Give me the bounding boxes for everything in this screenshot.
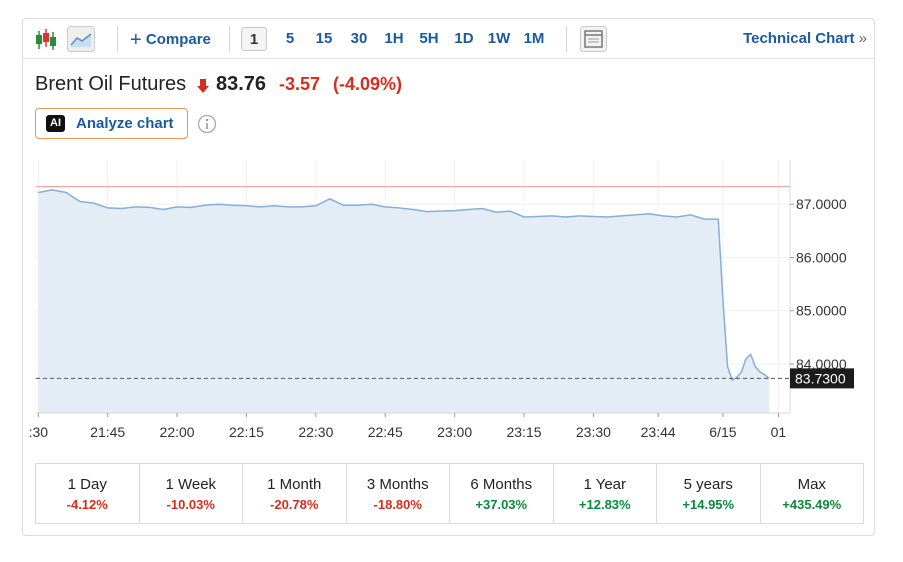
x-tick-label: 23:00 <box>437 424 472 440</box>
performance-cell[interactable]: 6 Months +37.03% <box>450 464 554 523</box>
y-tick-label: 85.0000 <box>796 303 847 319</box>
performance-table: 1 Day -4.12% 1 Week -10.03% 1 Month -20.78% 3 … <box>35 463 864 524</box>
period-change: -18.80% <box>373 497 422 512</box>
separator <box>117 26 118 52</box>
period-change: +14.95% <box>682 497 735 512</box>
period-change: -4.12% <box>66 497 108 512</box>
interval-button[interactable]: 15 <box>315 30 333 47</box>
period-label: 1 Year <box>583 476 627 493</box>
x-tick-label: 22:45 <box>368 424 403 440</box>
area-icon[interactable] <box>67 26 95 52</box>
interval-button[interactable]: 5H <box>419 30 439 47</box>
price-line <box>38 189 770 382</box>
period-change: +37.03% <box>475 497 528 512</box>
compare-label: Compare <box>145 31 211 48</box>
period-change: +12.83% <box>578 497 631 512</box>
technical-chart-label: Technical Chart <box>743 30 855 47</box>
performance-cell[interactable]: 1 Day -4.12% <box>36 464 140 523</box>
period-label: 1 Day <box>67 476 107 493</box>
performance-cell[interactable]: 1 Week -10.03% <box>140 464 243 523</box>
x-tick-label: 22:15 <box>229 424 264 440</box>
performance-cell[interactable]: 1 Month -20.78% <box>243 464 347 523</box>
period-label: 3 Months <box>366 476 429 493</box>
interval-button[interactable]: 1D <box>454 30 474 47</box>
period-label: 1 Month <box>267 476 322 493</box>
period-label: 5 years <box>683 476 733 493</box>
price: 83.76 <box>216 73 267 95</box>
last-value-badge <box>790 368 854 389</box>
interval-button[interactable]: 1H <box>384 30 404 47</box>
ai-badge: AI <box>46 115 65 132</box>
x-tick-label: 22:30 <box>298 424 333 440</box>
y-tick-label: 84.0000 <box>796 356 847 372</box>
price-change-percent: (-4.09%) <box>333 74 403 94</box>
widget-card <box>22 18 875 536</box>
x-tick-label: 22:00 <box>160 424 195 440</box>
period-change: +435.49% <box>782 497 842 512</box>
chart: Investing.com84.000085.000086.000087.000… <box>29 160 854 440</box>
technical-chart-link[interactable]: Technical Chart » <box>743 30 867 47</box>
period-change: -10.03% <box>166 497 215 512</box>
last-value-label: 83.7300 <box>795 370 846 386</box>
period-label: 6 Months <box>470 476 533 493</box>
performance-cell[interactable]: Max +435.49% <box>761 464 864 523</box>
interval-button[interactable]: 30 <box>350 30 368 47</box>
candle-icon[interactable] <box>34 28 58 52</box>
x-tick-label: 6/15 <box>709 424 736 440</box>
separator <box>566 26 567 52</box>
toolbar <box>23 19 874 59</box>
area-fill <box>38 189 770 413</box>
y-tick-label: 87.0000 <box>796 196 847 212</box>
performance-cell[interactable]: 1 Year +12.83% <box>554 464 657 523</box>
interval-button[interactable]: 5 <box>285 30 295 47</box>
period-change: -20.78% <box>270 497 319 512</box>
interval-button[interactable]: 1W <box>487 30 511 47</box>
info-icon[interactable] <box>197 114 217 134</box>
x-tick-label: 01 <box>771 424 787 440</box>
performance-cell[interactable]: 3 Months -18.80% <box>347 464 450 523</box>
x-tick-label: 23:15 <box>506 424 541 440</box>
interval-button[interactable]: 1 <box>241 27 267 51</box>
separator <box>229 26 230 52</box>
x-tick-label: :30 <box>29 424 49 440</box>
instrument-name: Brent Oil Futures <box>35 73 187 95</box>
y-tick-label: 86.0000 <box>796 249 847 265</box>
price-change: -3.57 <box>279 74 321 94</box>
period-label: Max <box>797 476 826 493</box>
period-label: 1 Week <box>165 476 217 493</box>
chevron: » <box>858 30 867 47</box>
x-tick-label: 23:30 <box>576 424 611 440</box>
analyze-chart-label: Analyze chart <box>76 115 174 132</box>
layout-icon[interactable] <box>580 26 607 52</box>
performance-cell[interactable]: 5 years +14.95% <box>657 464 761 523</box>
x-tick-label: 21:45 <box>90 424 125 440</box>
down-arrow <box>197 79 209 93</box>
compare-button[interactable]: + Compare <box>130 29 211 51</box>
x-tick-label: 23:44 <box>641 424 676 440</box>
analyze-chart-button[interactable]: AI Analyze chart <box>35 108 188 139</box>
interval-button[interactable]: 1M <box>523 30 545 47</box>
